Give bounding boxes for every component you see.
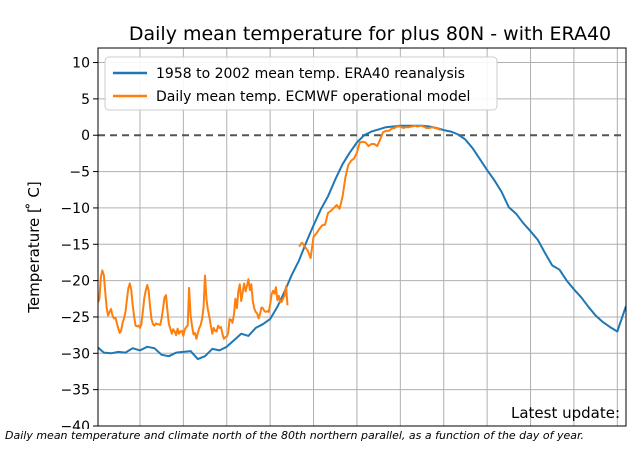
legend-label-era40: 1958 to 2002 mean temp. ERA40 reanalysis — [156, 66, 465, 82]
y-tick-label: 10 — [72, 56, 90, 72]
y-tick-label: −10 — [60, 201, 90, 217]
figure-caption: Daily mean temperature and climate north… — [5, 429, 585, 442]
legend-box — [104, 56, 498, 111]
series-line-ecmwf-segment-2 — [298, 124, 442, 260]
y-tick-label: −5 — [69, 165, 90, 181]
y-tick-label: −15 — [60, 237, 90, 253]
y-tick-label: −20 — [60, 274, 90, 290]
y-tick-label: −30 — [60, 346, 90, 362]
series-line-era40 — [98, 124, 626, 361]
latest-update-annotation: Latest update: — [511, 404, 620, 422]
series-line-ecmwf-segment-1 — [98, 269, 289, 340]
temperature-chart: Daily mean temperature for plus 80N - wi… — [25, 23, 627, 429]
y-tick-label: −40 — [60, 419, 90, 429]
series-layer — [98, 124, 626, 361]
y-axis-ticks: 10 5 0 −5 −10 −15 −20 −25 −30 −35 −40 — [60, 56, 98, 429]
legend-label-ecmwf: Daily mean temp. ECMWF operational model — [156, 89, 470, 105]
y-axis-label: Temperature [ ̊ C] — [25, 181, 43, 314]
y-tick-label: 0 — [81, 128, 90, 144]
y-tick-label: 5 — [81, 92, 90, 108]
plot-area-frame — [97, 47, 627, 427]
y-tick-label: −35 — [60, 383, 90, 399]
legend: 1958 to 2002 mean temp. ERA40 reanalysis… — [104, 56, 498, 111]
chart-title: Daily mean temperature for plus 80N - wi… — [129, 23, 611, 45]
y-tick-label: −25 — [60, 310, 90, 326]
